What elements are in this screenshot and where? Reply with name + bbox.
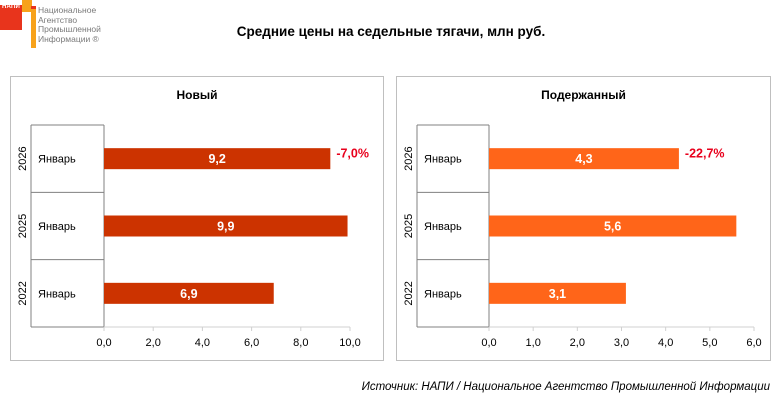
year-label: 2026 xyxy=(17,146,29,170)
chart-panel-used: Подержанный 2026 Январь 4,3 2025 Январь 5,6 202… xyxy=(396,76,771,361)
tick-label: 4,0 xyxy=(658,337,673,349)
tick-label: 4,0 xyxy=(195,337,210,349)
tick-label: 6,0 xyxy=(746,337,761,349)
logo-line: Информации ® xyxy=(38,33,99,44)
year-label: 2022 xyxy=(403,281,415,305)
bar xyxy=(489,282,626,304)
month-label: Январь xyxy=(424,154,462,166)
logo-red-square xyxy=(0,5,22,30)
tick-label: 6,0 xyxy=(244,337,259,349)
bar-value-label: 4,3 xyxy=(575,152,592,166)
page-title: Средние цены на седельные тягачи, млн ру… xyxy=(236,24,546,39)
tick-label: 1,0 xyxy=(526,337,541,349)
logo-org-name: Национальное Агентство Промышленной Инфо… xyxy=(38,5,101,44)
bar-value-label: 3,1 xyxy=(549,287,566,301)
chart-title: Подержанный xyxy=(541,88,626,102)
year-label: 2022 xyxy=(17,281,29,305)
bar xyxy=(104,282,274,304)
tick-label: 10,0 xyxy=(339,337,360,349)
tick-label: 2,0 xyxy=(146,337,161,349)
bar xyxy=(104,215,348,237)
tick-label: 0,0 xyxy=(96,337,111,349)
chart-new: Новый 2026 Январь 9,2 2025 Январь 9,9 2022 Январ… xyxy=(17,88,369,349)
month-label: Январь xyxy=(38,221,76,233)
year-label: 2025 xyxy=(17,214,29,238)
bar-value-label: 6,9 xyxy=(180,287,197,301)
month-label: Январь xyxy=(424,221,462,233)
bar xyxy=(489,148,679,170)
year-label: 2026 xyxy=(403,146,415,170)
logo-line: Агентство xyxy=(38,14,78,25)
bar-value-label: 9,2 xyxy=(208,152,225,166)
bar xyxy=(489,215,737,237)
tick-label: 2,0 xyxy=(570,337,585,349)
tick-label: 3,0 xyxy=(614,337,629,349)
bar xyxy=(104,148,331,170)
chart-title: Новый xyxy=(177,88,218,102)
logo-short-name: НАПИ xyxy=(2,4,21,10)
napi-logo: НАПИ Национальное Агентство Промышленной… xyxy=(0,0,130,56)
change-annotation: -22,7% xyxy=(685,147,725,161)
month-label: Январь xyxy=(38,154,76,166)
logo-bar xyxy=(31,6,36,48)
month-label: Январь xyxy=(38,288,76,300)
tick-label: 0,0 xyxy=(481,337,496,349)
logo-line: Национальное xyxy=(38,5,97,15)
logo-line: Промышленной xyxy=(38,24,101,34)
month-label: Январь xyxy=(424,288,462,300)
source-note: Источник: НАПИ / Национальное Агентство … xyxy=(361,381,770,393)
bar-value-label: 9,9 xyxy=(217,220,234,234)
logo-bar-accent xyxy=(31,6,36,9)
change-annotation: -7,0% xyxy=(336,147,369,161)
chart-used: Подержанный 2026 Январь 4,3 2025 Январь 5,6 202… xyxy=(403,88,762,349)
tick-label: 8,0 xyxy=(293,337,308,349)
bar-value-label: 5,6 xyxy=(604,220,621,234)
tick-label: 5,0 xyxy=(702,337,717,349)
year-label: 2025 xyxy=(403,214,415,238)
logo-orange-square xyxy=(22,0,32,12)
chart-panel-new: Новый 2026 Январь 9,2 2025 Январь 9,9 2022 Январ… xyxy=(10,76,384,361)
